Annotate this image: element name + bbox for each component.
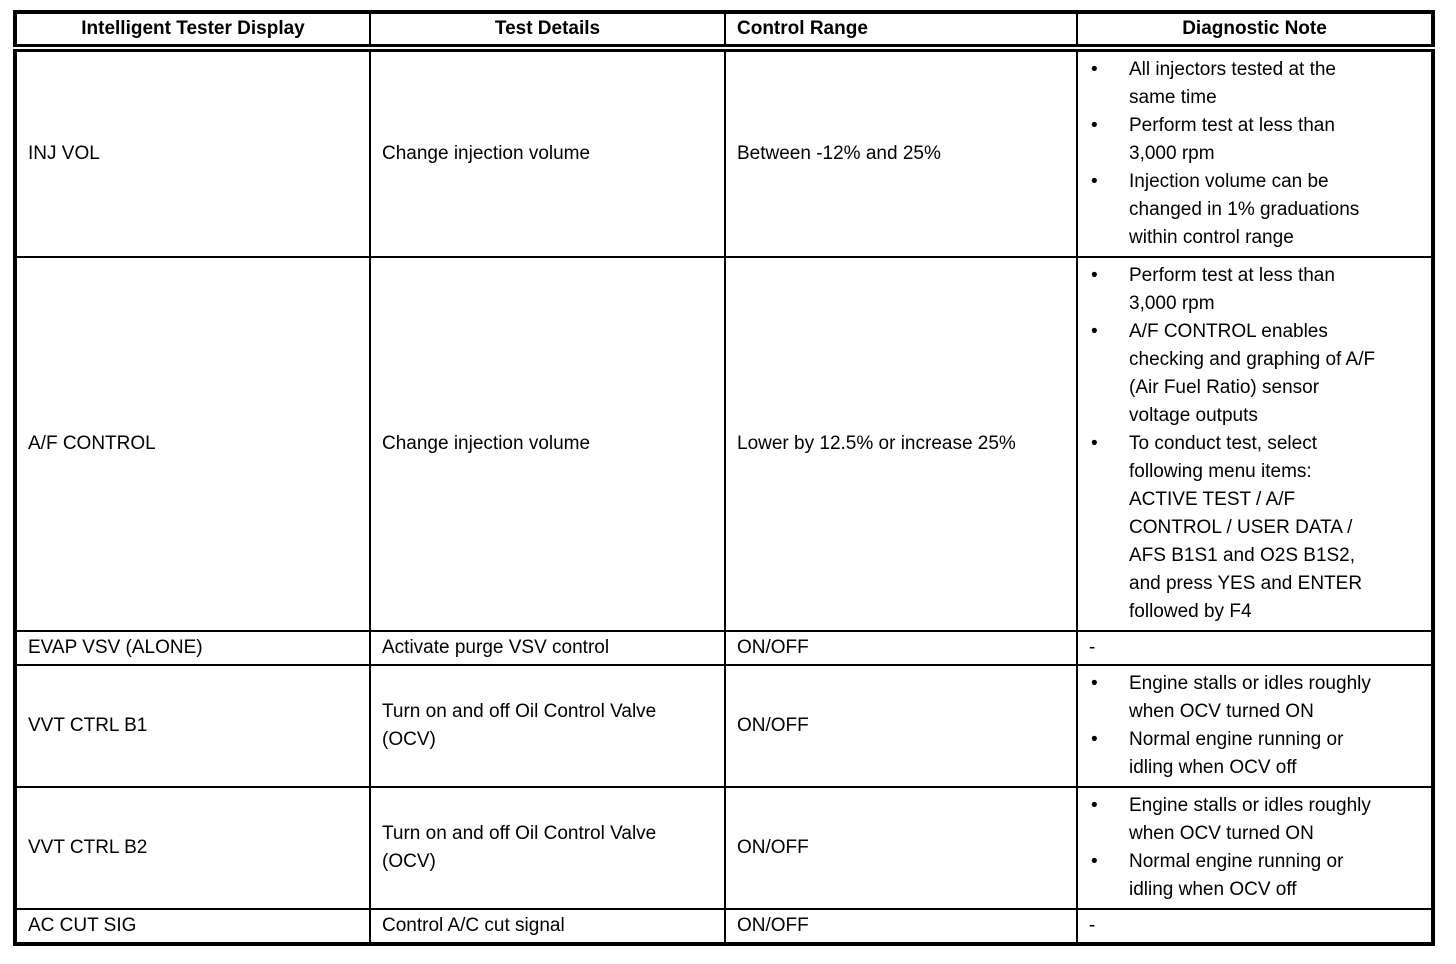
diagnostic-note-list: • All injectors tested at the same time • P… — [1079, 54, 1431, 254]
cell-test-details: Change injection volume — [369, 47, 726, 258]
bullet-icon: • — [1091, 321, 1098, 342]
cell-test-details: Turn on and off Oil Control Valve (OCV) — [369, 786, 726, 910]
cell-control-range: ON/OFF — [724, 908, 1078, 945]
column-header-test-details: Test Details — [369, 11, 726, 52]
table-row-inj-vol: INJ VOL Change injection volume Between … — [14, 47, 1434, 258]
table-body: INJ VOL Change injection volume Between … — [14, 47, 1434, 945]
bullet-icon: • — [1091, 115, 1098, 136]
cell-tester-display: AC CUT SIG — [14, 908, 371, 945]
note-text: All injectors tested at the same time — [1129, 59, 1336, 108]
cell-test-details: Control A/C cut signal — [369, 908, 726, 945]
diagnostic-note-item: • Engine stalls or idles roughly when OCV… — [1091, 792, 1425, 848]
cell-tester-display: A/F CONTROL — [14, 256, 371, 632]
cell-control-range: Between -12% and 25% — [724, 47, 1078, 258]
diagnostic-note-item: • Normal engine running or idling when OC… — [1091, 848, 1425, 904]
cell-control-range: ON/OFF — [724, 664, 1078, 788]
note-text: Normal engine running or idling when OCV… — [1129, 729, 1344, 778]
diagnostic-note-item: • Perform test at less than 3,000 rpm — [1091, 262, 1425, 318]
table-row-vvt-ctrl-b2: VVT CTRL B2 Turn on and off Oil Control … — [14, 786, 1434, 910]
table-row-ac-cut-sig: AC CUT SIG Control A/C cut signal ON/OFF… — [14, 908, 1434, 945]
header-row: Intelligent Tester Display Test Details … — [14, 11, 1434, 52]
column-header-control-range: Control Range — [724, 11, 1078, 52]
cell-tester-display: INJ VOL — [14, 47, 371, 258]
cell-test-details: Change injection volume — [369, 256, 726, 632]
table-header: Intelligent Tester Display Test Details … — [14, 11, 1434, 52]
bullet-icon: • — [1091, 171, 1098, 192]
note-text: Engine stalls or idles roughly when OCV … — [1129, 673, 1371, 722]
cell-tester-display: VVT CTRL B2 — [14, 786, 371, 910]
cell-diagnostic-note: - — [1076, 630, 1434, 666]
bullet-icon: • — [1091, 59, 1098, 80]
cell-tester-display: VVT CTRL B1 — [14, 664, 371, 788]
bullet-icon: • — [1091, 265, 1098, 286]
diagnostic-note-item: • To conduct test, select following menu … — [1091, 430, 1425, 626]
note-text: A/F CONTROL enables checking and graphin… — [1129, 321, 1376, 426]
bullet-icon: • — [1091, 851, 1098, 872]
cell-diagnostic-note: • Engine stalls or idles roughly when OCV… — [1076, 664, 1434, 788]
cell-control-range: ON/OFF — [724, 630, 1078, 666]
cell-test-details: Activate purge VSV control — [369, 630, 726, 666]
cell-diagnostic-note: • Engine stalls or idles roughly when OCV… — [1076, 786, 1434, 910]
note-text: Perform test at less than 3,000 rpm — [1129, 115, 1335, 164]
bullet-icon: • — [1091, 729, 1098, 750]
note-text: To conduct test, select following menu i… — [1129, 433, 1363, 622]
cell-diagnostic-note: • Perform test at less than 3,000 rpm • A/F… — [1076, 256, 1434, 632]
cell-diagnostic-note: - — [1076, 908, 1434, 945]
bullet-icon: • — [1091, 795, 1098, 816]
active-test-table: Intelligent Tester Display Test Details … — [13, 10, 1435, 946]
note-text: Engine stalls or idles roughly when OCV … — [1129, 795, 1371, 844]
table-row-af-control: A/F CONTROL Change injection volume Lowe… — [14, 256, 1434, 632]
note-text: Perform test at less than 3,000 rpm — [1129, 265, 1335, 314]
cell-diagnostic-note: • All injectors tested at the same time • P… — [1076, 47, 1434, 258]
note-text: Normal engine running or idling when OCV… — [1129, 851, 1344, 900]
column-header-intelligent-tester-display: Intelligent Tester Display — [14, 11, 371, 52]
diagnostic-note-item: • Injection volume can be changed in 1% g… — [1091, 168, 1425, 252]
diagnostic-note-item: • Normal engine running or idling when OC… — [1091, 726, 1425, 782]
diagnostic-note-list: • Engine stalls or idles roughly when OCV… — [1079, 790, 1431, 906]
note-text: Injection volume can be changed in 1% gr… — [1129, 171, 1360, 248]
cell-control-range: ON/OFF — [724, 786, 1078, 910]
diagnostic-note-list: • Perform test at less than 3,000 rpm • A/F… — [1079, 260, 1431, 628]
diagnostic-note-item: • Engine stalls or idles roughly when OCV… — [1091, 670, 1425, 726]
bullet-icon: • — [1091, 433, 1098, 454]
column-header-diagnostic-note: Diagnostic Note — [1076, 11, 1434, 52]
cell-test-details: Turn on and off Oil Control Valve (OCV) — [369, 664, 726, 788]
diagnostic-note-item: • Perform test at less than 3,000 rpm — [1091, 112, 1425, 168]
diagnostic-note-list: • Engine stalls or idles roughly when OCV… — [1079, 668, 1431, 784]
diagnostic-note-item: • All injectors tested at the same time — [1091, 56, 1425, 112]
cell-control-range: Lower by 12.5% or increase 25% — [724, 256, 1078, 632]
cell-tester-display: EVAP VSV (ALONE) — [14, 630, 371, 666]
diagnostic-note-item: • A/F CONTROL enables checking and graphi… — [1091, 318, 1425, 430]
table-row-evap-vsv: EVAP VSV (ALONE) Activate purge VSV cont… — [14, 630, 1434, 666]
bullet-icon: • — [1091, 673, 1098, 694]
table-row-vvt-ctrl-b1: VVT CTRL B1 Turn on and off Oil Control … — [14, 664, 1434, 788]
